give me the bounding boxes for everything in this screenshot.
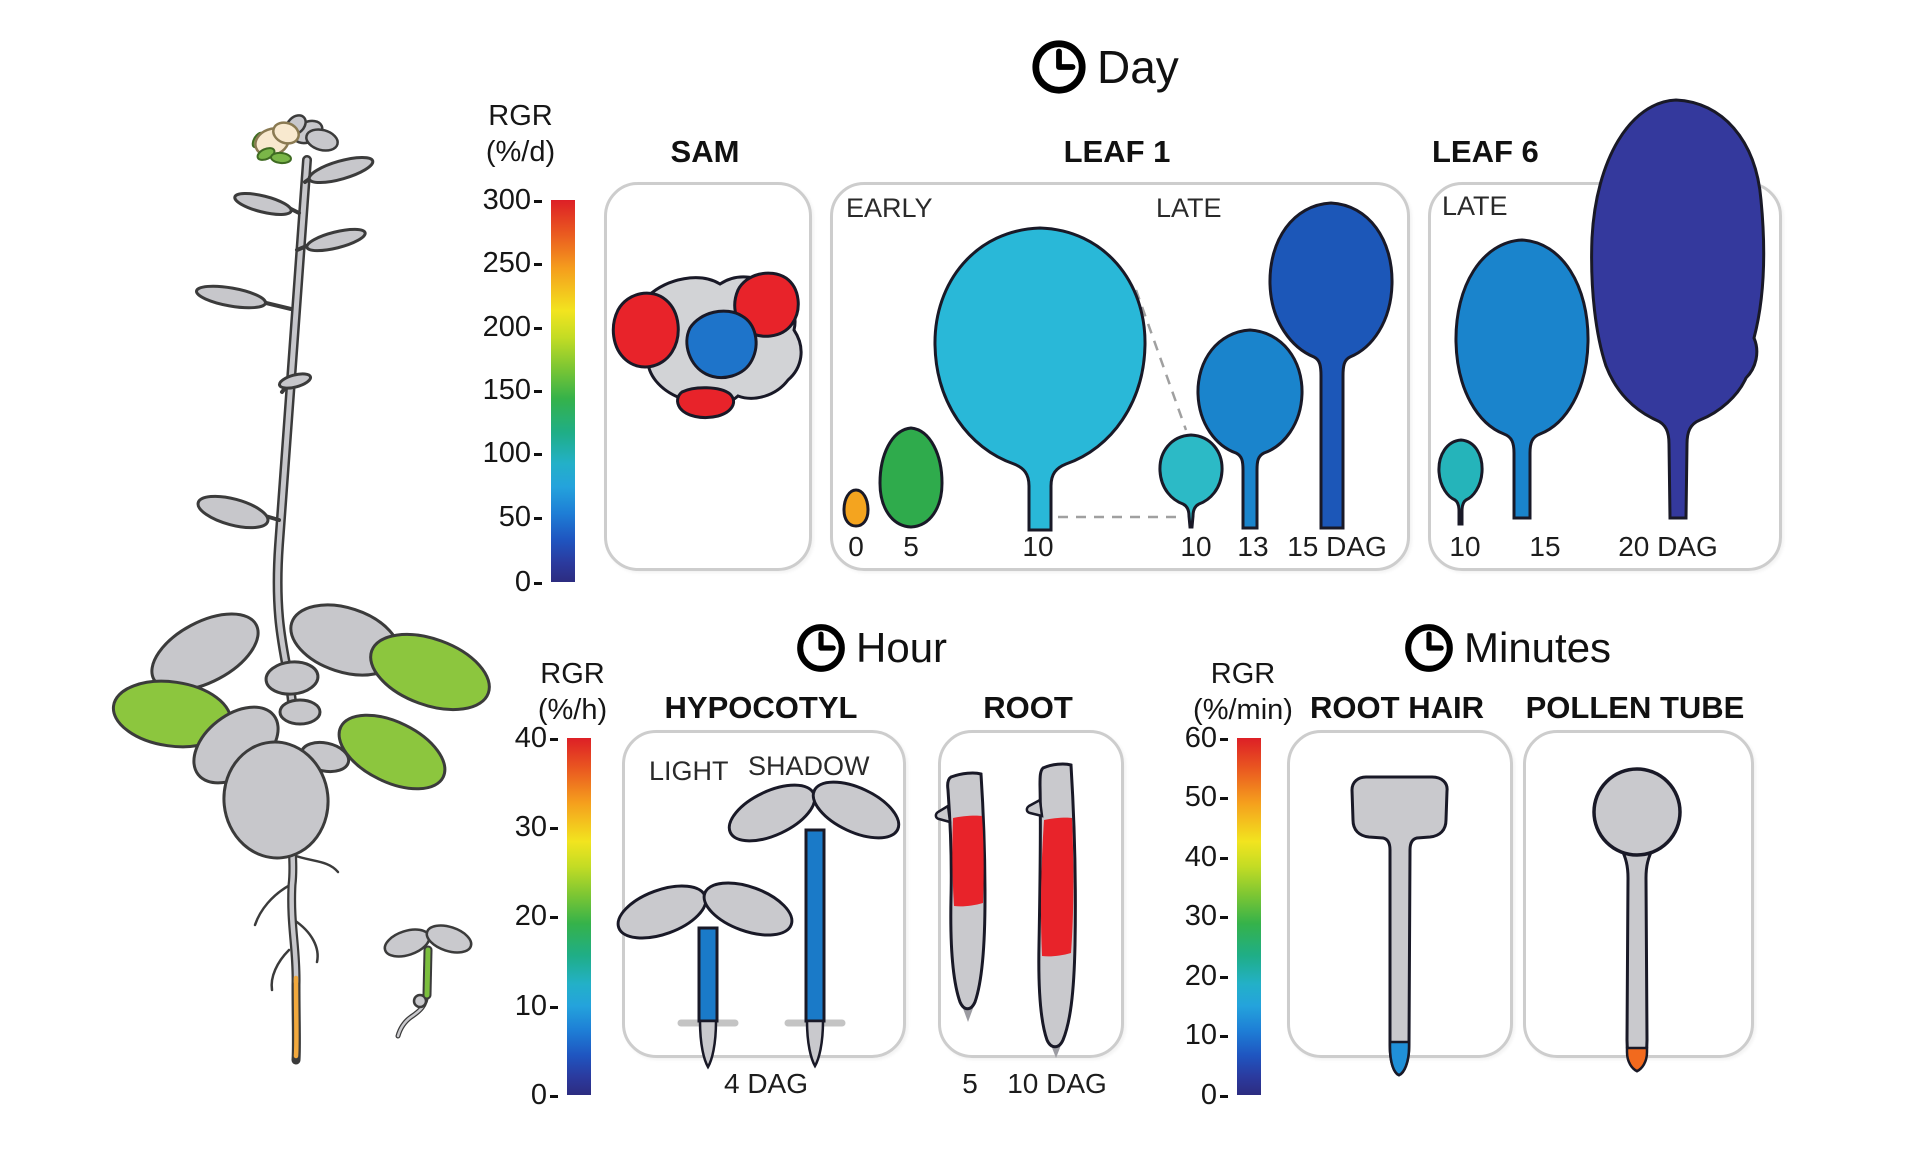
- minutes-colorbar-unit-line2: (%/min): [1193, 694, 1293, 726]
- minutes-colorbar-unit: RGR (%/min): [1178, 656, 1308, 728]
- pollen-tube-panel: [1523, 730, 1754, 1058]
- hour-section-title: Hour: [856, 624, 948, 671]
- day-tick-50: 50: [480, 502, 542, 532]
- minutes-tick-50: 50: [1166, 782, 1228, 812]
- day-colorbar-unit: RGR (%/d): [458, 98, 583, 170]
- leaf6-late-label: LATE: [1442, 191, 1508, 221]
- hypocotyl-panel-title: HYPOCOTYL: [664, 690, 858, 725]
- hour-colorbar-unit: RGR (%/h): [510, 656, 635, 728]
- leaf6-late-10dag-label: 10: [1449, 531, 1481, 562]
- silique-pods: [194, 155, 375, 530]
- leaf1-late-label: LATE: [1156, 193, 1222, 223]
- hour-colorbar-unit-line2: (%/h): [537, 694, 608, 726]
- day-colorbar-unit-line1: RGR: [488, 100, 553, 132]
- day-tick-150: 150: [480, 375, 542, 405]
- minutes-tick-30: 30: [1166, 901, 1228, 931]
- leaf1-late-13dag-label: 13: [1237, 531, 1269, 562]
- leaf1-late-10dag-label: 10: [1180, 531, 1212, 562]
- day-tick-300: 300: [480, 185, 542, 215]
- day-tick-200: 200: [480, 312, 542, 342]
- hour-tick-10: 10: [496, 991, 558, 1021]
- day-tick-0: 0: [480, 567, 542, 597]
- hour-tick-30: 30: [496, 812, 558, 842]
- pollen-tube-panel-title: POLLEN TUBE: [1525, 690, 1745, 725]
- minutes-tick-10: 10: [1166, 1020, 1228, 1050]
- leaf1-early-label: EARLY: [846, 193, 933, 223]
- minutes-tick-60: 60: [1166, 723, 1228, 753]
- hour-colorbar-unit-line1: RGR: [540, 658, 605, 690]
- sam-panel: [604, 182, 812, 571]
- leaf6-late-15dag-label: 15: [1529, 531, 1561, 562]
- day-colorbar-unit-line2: (%/d): [485, 136, 556, 168]
- root-panel-title: ROOT: [983, 690, 1073, 725]
- flower: [251, 114, 339, 165]
- day-section-title: Day: [1097, 41, 1179, 93]
- hour-tick-20: 20: [496, 901, 558, 931]
- minutes-section-header: Minutes: [1403, 622, 1611, 674]
- clock-icon: [797, 624, 845, 672]
- day-section-header: Day: [1030, 38, 1179, 96]
- leaf6-panel-title: LEAF 6: [1432, 134, 1539, 169]
- root-5dag-label: 5: [962, 1068, 978, 1099]
- minutes-colorbar: [1237, 738, 1261, 1095]
- leaf1-panel: [830, 182, 1410, 571]
- day-tick-250: 250: [480, 248, 542, 278]
- minutes-section-title: Minutes: [1464, 624, 1612, 671]
- hour-section-header: Hour: [795, 622, 947, 674]
- sam-panel-title: SAM: [670, 134, 740, 169]
- hypocotyl-shadow-label: SHADOW: [748, 751, 870, 781]
- minutes-tick-40: 40: [1166, 842, 1228, 872]
- leaf1-late-15dag-label: 15 DAG: [1287, 531, 1387, 562]
- clock-icon: [1032, 40, 1086, 94]
- hour-tick-40: 40: [496, 723, 558, 753]
- root-10dag-label: 10 DAG: [1007, 1068, 1107, 1099]
- day-tick-100: 100: [480, 438, 542, 468]
- leaf1-panel-title: LEAF 1: [1063, 134, 1171, 169]
- leaf1-early-10dag-label: 10: [1022, 531, 1054, 562]
- hypocotyl-4dag-label: 4 DAG: [723, 1068, 809, 1099]
- primary-root: [253, 785, 340, 1065]
- hour-tick-0: 0: [496, 1080, 558, 1110]
- hour-colorbar: [567, 738, 591, 1095]
- rosette: [111, 603, 491, 791]
- root-hair-panel: [1287, 730, 1513, 1058]
- hypocotyl-light-label: LIGHT: [649, 756, 729, 786]
- leaf6-late-20dag-label: 20 DAG: [1618, 531, 1718, 562]
- root-panel: [938, 730, 1124, 1058]
- leaf1-early-0dag-label: 0: [848, 531, 864, 562]
- seedling-illustration: [383, 924, 473, 1039]
- root-hair-panel-title: ROOT HAIR: [1310, 690, 1484, 725]
- clock-icon: [1405, 624, 1453, 672]
- leaf1-early-5dag-label: 5: [903, 531, 919, 562]
- leaf6-panel: [1428, 182, 1782, 571]
- minutes-tick-0: 0: [1166, 1080, 1228, 1110]
- minutes-tick-20: 20: [1166, 961, 1228, 991]
- day-colorbar: [551, 200, 575, 582]
- minutes-colorbar-unit-line1: RGR: [1210, 658, 1276, 690]
